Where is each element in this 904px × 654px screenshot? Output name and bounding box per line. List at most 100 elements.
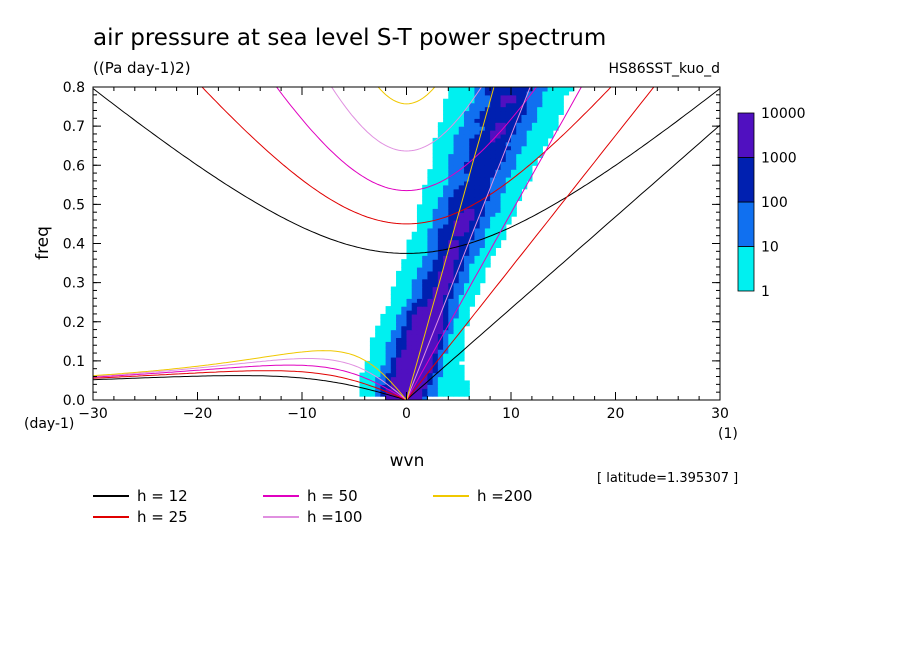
power-cell xyxy=(422,384,428,389)
power-cell xyxy=(521,106,528,112)
power-cell xyxy=(427,356,434,362)
power-cell xyxy=(411,392,418,397)
power-cell xyxy=(448,165,455,170)
power-cell xyxy=(437,231,444,237)
power-cell xyxy=(375,337,381,342)
power-cell xyxy=(411,349,418,354)
x-tick-label: −30 xyxy=(78,406,108,422)
power-cell xyxy=(484,223,491,229)
power-cell xyxy=(458,173,465,178)
power-cell xyxy=(505,208,512,213)
power-cell xyxy=(490,223,496,229)
power-cell xyxy=(458,294,465,299)
power-cell xyxy=(526,98,533,104)
power-cell xyxy=(495,212,502,217)
power-cell xyxy=(416,388,423,393)
power-cell xyxy=(474,220,481,225)
power-cell xyxy=(495,239,502,245)
power-cell xyxy=(432,290,439,295)
power-cell xyxy=(427,329,434,335)
power-cell xyxy=(469,255,476,260)
power-cell xyxy=(474,259,481,264)
power-cell xyxy=(448,227,455,233)
power-cell xyxy=(380,364,387,370)
power-cell xyxy=(416,356,423,362)
power-cell xyxy=(422,243,428,249)
power-cell xyxy=(422,290,428,295)
power-cell xyxy=(416,333,423,338)
power-cell xyxy=(521,118,528,123)
power-cell xyxy=(469,274,476,280)
power-cell xyxy=(416,294,423,299)
power-cell xyxy=(416,337,423,342)
power-cell xyxy=(505,176,512,182)
power-cell xyxy=(495,102,502,108)
power-cell xyxy=(422,263,428,268)
power-cell xyxy=(380,341,387,346)
power-cell xyxy=(500,184,507,190)
power-cell xyxy=(416,325,423,331)
power-cell xyxy=(432,353,439,358)
power-cell xyxy=(401,384,408,389)
power-cell xyxy=(558,102,564,108)
power-cell xyxy=(469,102,476,108)
power-cell xyxy=(531,153,538,159)
power-cell xyxy=(432,204,439,209)
power-cell xyxy=(552,114,559,119)
power-cell xyxy=(526,130,533,135)
power-cell xyxy=(432,255,439,260)
power-cell xyxy=(396,282,402,288)
power-cell xyxy=(511,133,517,139)
power-cell xyxy=(490,165,496,170)
power-cell xyxy=(463,263,470,268)
power-cell xyxy=(432,310,439,315)
power-cell xyxy=(526,94,533,100)
power-cell xyxy=(432,274,439,280)
power-cell xyxy=(505,130,512,135)
power-cell xyxy=(484,133,491,139)
power-cell xyxy=(516,90,523,96)
power-cell xyxy=(479,212,486,217)
power-cell xyxy=(448,130,455,135)
power-cell xyxy=(531,145,538,151)
power-cell xyxy=(390,310,397,315)
power-cell xyxy=(443,380,449,385)
power-cell xyxy=(369,380,376,385)
kelvin-curve xyxy=(406,87,582,400)
power-cell xyxy=(516,161,523,166)
power-cell xyxy=(427,259,434,264)
power-cell xyxy=(479,227,486,233)
power-cell xyxy=(490,169,496,174)
power-cell xyxy=(385,384,392,389)
power-cell xyxy=(453,133,460,139)
power-cell xyxy=(526,137,533,143)
power-cell xyxy=(406,313,413,319)
power-cell xyxy=(547,122,554,127)
power-cell xyxy=(490,106,496,112)
colorbar-label: 10000 xyxy=(761,106,806,122)
power-cell xyxy=(385,376,392,382)
power-cell xyxy=(448,216,455,221)
power-cell xyxy=(521,149,528,155)
power-cell xyxy=(453,321,460,327)
power-cell xyxy=(427,239,434,245)
power-cell xyxy=(542,98,549,104)
power-cell xyxy=(437,188,444,194)
power-cell xyxy=(448,188,455,194)
power-cell xyxy=(458,90,465,96)
power-cell xyxy=(448,368,455,374)
power-cell xyxy=(432,321,439,327)
power-cell xyxy=(531,133,538,139)
power-cell xyxy=(427,169,434,174)
power-cell xyxy=(437,388,444,393)
power-cell xyxy=(364,368,371,374)
power-cell xyxy=(479,278,486,284)
power-cell xyxy=(469,243,476,249)
power-cell xyxy=(479,263,486,268)
power-cell xyxy=(385,364,392,370)
power-cell xyxy=(380,317,387,323)
power-cell xyxy=(390,353,397,358)
power-cell xyxy=(406,341,413,346)
power-cell xyxy=(448,122,455,127)
power-cell xyxy=(385,306,392,311)
